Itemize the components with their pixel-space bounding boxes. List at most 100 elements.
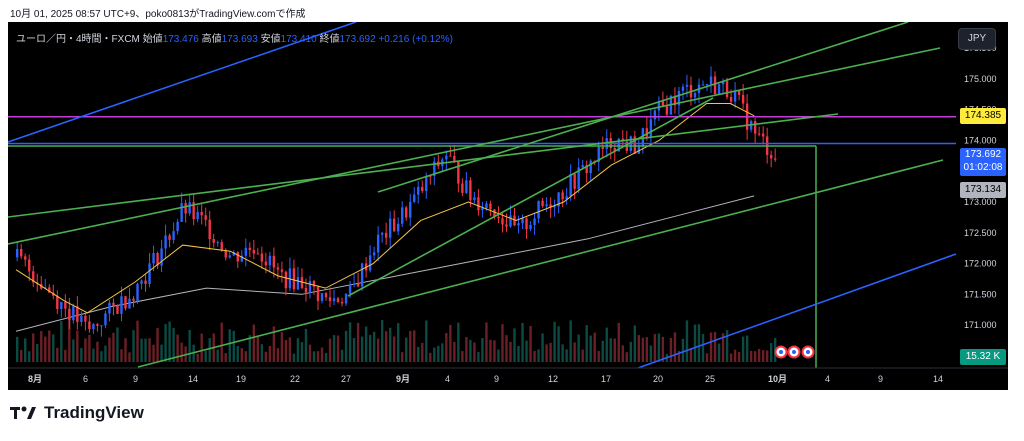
candle-body [525, 218, 528, 230]
volume-bar [625, 352, 628, 362]
volume-bar [388, 327, 392, 362]
volume-bar [16, 336, 19, 362]
volume-bar [429, 352, 432, 362]
volume-bar [240, 348, 243, 362]
volume-bar [160, 344, 163, 362]
candle-body [284, 271, 288, 289]
chart-area[interactable]: 170.500171.000171.500172.000172.500173.0… [8, 22, 1008, 390]
candle-body [340, 302, 344, 304]
candle-body [709, 76, 713, 85]
candle-body [168, 235, 171, 240]
candle-body [280, 269, 284, 272]
candle-body [477, 197, 480, 211]
volume-bar [68, 320, 71, 362]
volume-bar [701, 334, 705, 362]
volume-bar [36, 344, 39, 362]
volume-bar [120, 349, 123, 362]
candle-body [56, 295, 59, 309]
volume-bar [541, 333, 544, 362]
volume-bar [413, 330, 416, 362]
candle-body [545, 204, 548, 207]
tradingview-logo[interactable]: TradingView [10, 403, 144, 423]
volume-bar [48, 330, 51, 362]
channel-trendline [8, 113, 839, 218]
volume-bar [589, 335, 592, 362]
candle-body [128, 298, 131, 309]
chart-canvas[interactable]: 170.500171.000171.500172.000172.500173.0… [8, 22, 1008, 390]
candle-body [244, 247, 247, 256]
candle-body [320, 293, 324, 301]
x-tick-label: 9 [878, 374, 883, 384]
candle-body [397, 223, 400, 232]
candle-body [617, 138, 620, 152]
volume-bar [397, 323, 400, 362]
volume-bar [40, 330, 43, 362]
candle-body [513, 215, 516, 226]
low-label: 安値 [260, 34, 281, 45]
event-marker-dot [779, 350, 783, 354]
volume-bar [248, 335, 252, 362]
volume-bar [425, 320, 428, 362]
volume-bar [304, 328, 308, 362]
volume-bar [689, 348, 693, 362]
volume-bar [657, 333, 661, 362]
candle-body [505, 224, 508, 227]
candle-body [236, 252, 239, 262]
candle-body [172, 231, 175, 240]
volume-bar [749, 350, 753, 362]
volume-bar [521, 322, 524, 362]
volume-bar [745, 335, 749, 362]
volume-bar [633, 325, 637, 362]
volume-bar [497, 349, 500, 362]
volume-bar [465, 337, 468, 362]
volume-bar [260, 344, 264, 362]
candle-body [469, 180, 472, 201]
candle-body [569, 173, 572, 197]
candle-body [72, 306, 75, 321]
volume-bar [56, 347, 59, 362]
candle-body [132, 298, 135, 301]
candle-body [80, 315, 83, 323]
candle-body [509, 215, 512, 227]
volume-bar [445, 333, 448, 362]
volume-bar [80, 348, 83, 362]
symbol-label[interactable]: ユーロ／円・4時間・FXCM [16, 34, 140, 45]
candle-body [713, 76, 717, 95]
candle-body [733, 91, 737, 102]
volume-bar [481, 338, 484, 362]
candle-body [769, 154, 773, 159]
x-tick-label: 12 [548, 374, 558, 384]
volume-bar [605, 327, 608, 362]
x-tick-label: 27 [341, 374, 351, 384]
candle-body [308, 280, 312, 293]
x-tick-label: 14 [188, 374, 198, 384]
candle-body [324, 293, 328, 298]
volume-bar [284, 339, 288, 362]
currency-button[interactable]: JPY [958, 28, 996, 50]
volume-bar [124, 338, 127, 362]
candle-body [48, 287, 51, 293]
volume-bar [709, 332, 713, 362]
candle-body [561, 192, 564, 200]
volume-bar [268, 345, 272, 362]
candle-body [701, 84, 705, 86]
volume-bar [717, 343, 721, 362]
volume-bar [44, 336, 47, 362]
volume-bar [308, 344, 312, 362]
volume-bar [28, 351, 31, 362]
candle-body [725, 81, 729, 98]
high-label: 高値 [201, 34, 222, 45]
candle-body [388, 218, 392, 238]
y-tick-label: 172.000 [964, 259, 997, 269]
event-marker-dot [806, 350, 810, 354]
volume-bar [96, 341, 99, 362]
blue-trendline [637, 253, 957, 369]
volume-bar [725, 330, 729, 362]
volume-bar [32, 333, 35, 362]
candle-body [453, 155, 456, 162]
volume-bar [356, 322, 360, 362]
chart-caption: 10月 01, 2025 08:57 UTC+9、poko0813がTradin… [10, 9, 306, 20]
candle-body [120, 296, 123, 314]
volume-bar [649, 345, 653, 362]
candle-body [348, 284, 352, 294]
